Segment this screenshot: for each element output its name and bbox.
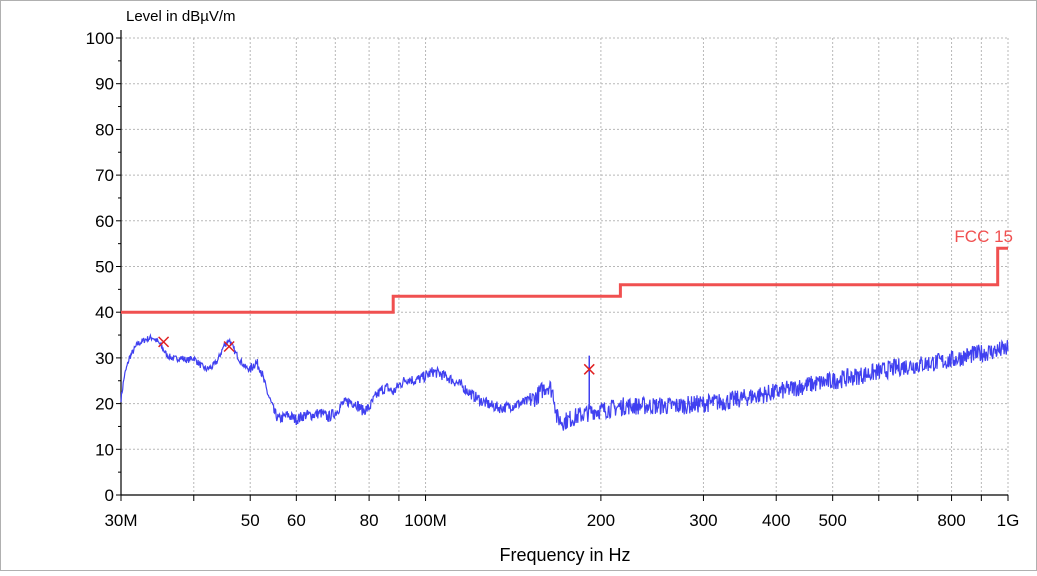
y-axis-label: Level in dBµV/m (126, 8, 236, 25)
y-tick-label: 30 (95, 349, 114, 368)
x-tick-label: 500 (818, 511, 846, 530)
peak-marker (158, 336, 170, 348)
y-tick-label: 60 (95, 212, 114, 231)
x-tick-label: 80 (360, 511, 379, 530)
peak-marker (223, 340, 235, 353)
y-tick-label: 0 (105, 486, 114, 505)
grid-lines (121, 37, 1009, 495)
limit-line-label: FCC 15 (954, 227, 1013, 246)
x-tick-label: 800 (937, 511, 965, 530)
marker-layer (158, 336, 595, 375)
y-tick-label: 50 (95, 258, 114, 277)
axes: 0 10 20 30 40 50 60 70 80 90 100 30M 50 60 80 100M 200 30… (86, 29, 1020, 530)
y-tick-label: 100 (86, 29, 114, 48)
y-tick-label: 10 (95, 440, 114, 459)
peak-marker-stroke (158, 336, 170, 348)
peak-marker-stroke (223, 340, 235, 353)
peak-marker-stroke (583, 363, 595, 375)
x-tick-label: 30M (104, 511, 137, 530)
y-tick-label: 70 (95, 166, 114, 185)
y-tick-label: 90 (95, 75, 114, 94)
y-tick-label: 80 (95, 120, 114, 139)
limit-line-fcc15 (121, 246, 1008, 314)
x-tick-label: 300 (689, 511, 717, 530)
series-layer (120, 246, 1009, 431)
x-tick-label: 400 (762, 511, 790, 530)
x-tick-label: 100M (404, 511, 447, 530)
y-tick-label: 20 (95, 395, 114, 414)
x-tick-label: 60 (287, 511, 306, 530)
measurement-trace (120, 332, 1009, 431)
x-axis-label: Frequency in Hz (499, 545, 630, 565)
x-tick-label: 1G (997, 511, 1020, 530)
x-tick-label: 50 (241, 511, 260, 530)
x-tick-label: 200 (587, 511, 615, 530)
peak-marker (583, 363, 595, 375)
y-tick-label: 40 (95, 303, 114, 322)
